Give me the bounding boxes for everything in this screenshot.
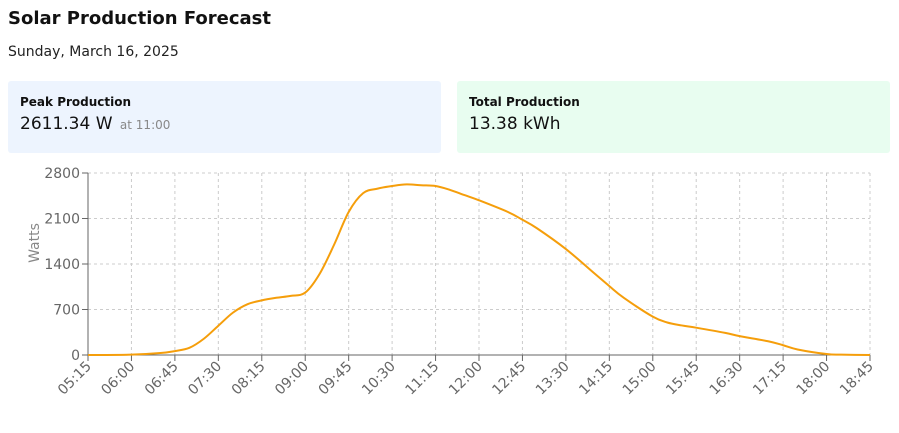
- peak-production-value: 2611.34 W: [20, 114, 113, 134]
- y-tick-label: 2800: [44, 166, 80, 182]
- x-tick-label: 09:00: [272, 359, 312, 399]
- peak-production-label: Peak Production: [20, 95, 132, 109]
- x-tick-label: 08:15: [229, 359, 269, 399]
- production-series-line: [87, 183, 871, 356]
- x-tick-label: 15:00: [620, 359, 660, 399]
- x-tick-label: 07:30: [185, 359, 225, 399]
- x-tick-label: 10:30: [359, 359, 399, 399]
- x-tick-label: 06:00: [98, 359, 138, 399]
- y-axis-ticks: 0 700 1400 2100 2800: [44, 166, 88, 364]
- x-axis-ticks: 05:15 06:00 06:45 07:30 08:15 09:00 09:45 10:30…: [55, 355, 877, 398]
- page-title: Solar Production Forecast: [8, 8, 271, 29]
- total-production-value: 13.38 kWh: [469, 114, 561, 134]
- x-tick-label: 18:45: [837, 359, 877, 399]
- y-tick-label: 0: [71, 348, 80, 364]
- forecast-date: Sunday, March 16, 2025: [8, 44, 179, 60]
- production-chart: 0 700 1400 2100 2800 05:15 06:00 06:45 07:30 08:…: [27, 166, 877, 398]
- x-tick-label: 09:45: [316, 359, 356, 399]
- x-tick-label: 05:15: [55, 359, 95, 399]
- x-tick-label: 12:45: [489, 359, 529, 399]
- series-layer: [87, 183, 871, 356]
- x-tick-label: 12:00: [446, 359, 486, 399]
- total-production-label: Total Production: [469, 95, 580, 109]
- x-tick-label: 13:30: [533, 359, 573, 399]
- x-tick-label: 17:15: [750, 359, 790, 399]
- peak-production-card: Peak Production 2611.34 W at 11:00: [8, 81, 441, 153]
- peak-production-time: at 11:00: [119, 118, 171, 132]
- y-tick-label: 1400: [44, 257, 80, 273]
- y-tick-label: 2100: [44, 212, 80, 228]
- total-production-card: Total Production 13.38 kWh: [457, 81, 890, 153]
- x-tick-label: 18:00: [794, 359, 834, 399]
- y-tick-label: 700: [53, 303, 80, 319]
- x-tick-label: 11:15: [403, 359, 443, 399]
- x-tick-label: 14:15: [576, 359, 616, 399]
- x-tick-label: 16:30: [707, 359, 747, 399]
- y-axis-label: Watts: [27, 223, 43, 263]
- x-tick-label: 06:45: [142, 359, 182, 399]
- x-tick-label: 15:45: [663, 359, 703, 399]
- peak-production-value-row: 2611.34 W at 11:00: [20, 114, 429, 134]
